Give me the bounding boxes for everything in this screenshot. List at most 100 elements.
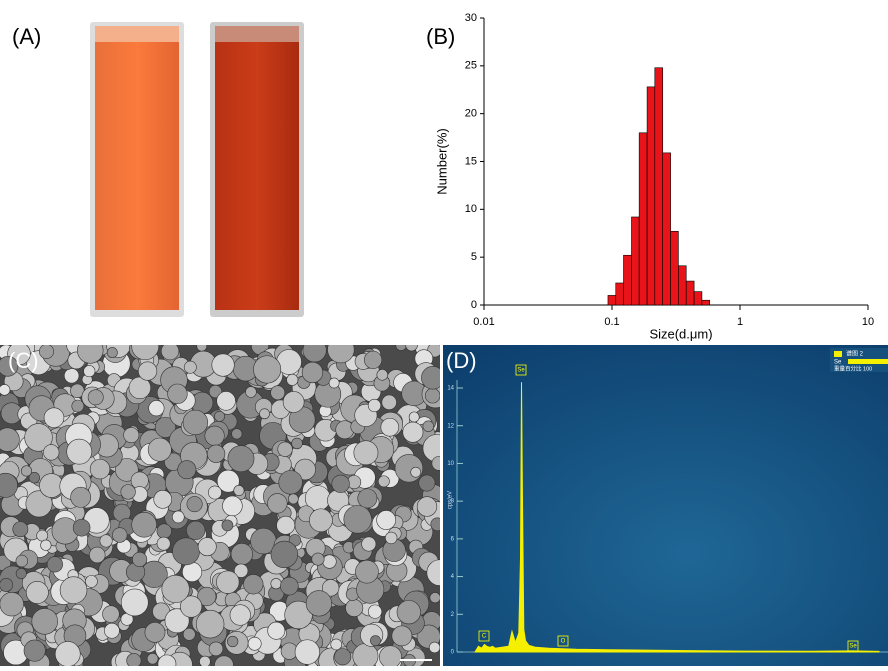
particle [353,643,378,666]
particle [419,475,435,491]
particle [71,487,91,507]
particle [334,648,350,664]
bar [702,300,710,305]
particle [370,636,380,646]
particle [227,636,238,647]
bar [647,87,655,305]
particle [184,361,196,373]
particle [288,494,298,504]
bar [616,283,624,305]
particle [411,467,421,477]
particle [295,640,320,665]
particle [21,466,31,476]
particle [368,605,381,618]
particle [406,339,418,351]
particle [44,408,64,428]
particle [24,640,45,661]
particle [77,337,103,363]
particle [403,422,423,442]
particle [186,521,205,540]
particle [253,356,280,383]
y-axis-label: Number(%) [434,128,449,194]
particle [306,591,332,617]
particle [232,429,242,439]
particle [355,560,378,583]
particle [43,445,59,461]
particle [199,656,210,666]
particle [377,369,388,380]
particle [429,642,440,653]
bar [678,266,686,305]
particle [377,510,396,529]
bar [663,153,671,305]
particle [287,374,298,385]
panel-label: (B) [426,24,455,49]
particle [127,653,141,666]
particle [231,543,253,565]
particle [271,386,285,400]
particle [283,391,304,412]
y-tick-label: 12 [447,423,454,429]
legend-swatch [834,351,842,357]
particle [409,412,419,422]
particle [271,578,281,588]
peak-label: O [561,639,566,645]
particle [148,438,171,461]
particle [157,524,172,539]
particle [381,418,399,436]
particle [329,378,339,388]
particle [183,410,208,435]
panel-label: (C) [8,348,39,373]
particle [431,518,444,531]
particle [0,578,13,591]
particle [16,568,26,578]
particle [346,599,363,616]
particle [212,354,235,377]
particle [292,438,303,449]
particle [147,653,158,664]
particle [73,519,90,536]
x-tick-label: 10 [862,316,874,328]
particle [397,600,421,624]
y-tick-label: 15 [465,155,477,167]
bar [686,281,694,305]
particle [323,555,337,569]
particle [362,537,376,551]
particle [423,421,434,432]
bar [631,217,639,305]
peak-label: Se [517,368,525,374]
particle [0,384,10,395]
particle [149,400,164,415]
particle [121,485,136,500]
particle [354,441,378,465]
particle [37,530,48,541]
particle [230,605,251,626]
particle [104,623,119,638]
particle [207,445,225,463]
panel-label: (D) [446,348,477,373]
legend-element: Se [834,360,842,366]
particle [331,639,342,650]
page: {"panel_labels":["(A)","(B)","(C)","(D)"… [0,0,888,666]
particle [60,577,87,604]
bar [608,295,616,305]
particle [344,506,372,534]
particle [154,490,172,508]
bar [624,255,632,305]
x-tick-label: 0.1 [604,316,619,328]
particle [217,391,236,410]
particle [100,535,112,547]
particle [385,532,397,544]
particle [103,606,120,623]
particle [328,336,355,363]
particle [16,555,28,567]
bar [655,68,663,305]
particle [64,368,79,383]
particle [248,637,261,650]
peak-label: C [482,634,487,640]
particle [364,351,381,368]
particle [234,485,244,495]
particle [216,571,239,594]
y-tick-label: 0 [471,299,477,311]
particle [379,646,401,666]
